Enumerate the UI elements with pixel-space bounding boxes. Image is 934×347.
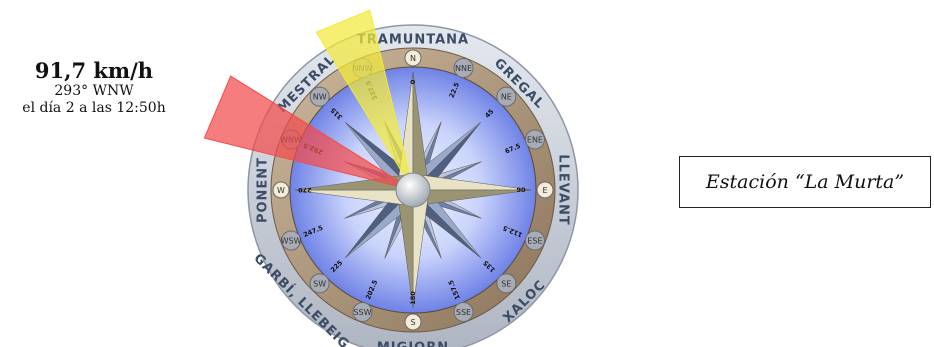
point-badge-text: S <box>410 318 415 327</box>
point-badge-text: SE <box>501 279 511 288</box>
point-badge-circle <box>453 301 474 322</box>
station-name: “La Murta” <box>794 171 905 193</box>
station-label: Estación “La Murta” <box>679 156 931 208</box>
point-badge-text: SW <box>313 279 326 288</box>
point-badge-text: WSW <box>281 237 302 246</box>
station-prefix: Estación <box>705 171 789 193</box>
point-badge-nw: NW <box>309 86 330 107</box>
degree-label-e: 90 <box>516 186 526 194</box>
point-badge-s: S <box>404 313 422 331</box>
wind-sectors <box>203 9 414 191</box>
point-badge-text: SSW <box>353 308 371 317</box>
point-badge-text: NNE <box>455 64 472 73</box>
wind-name-tramuntana: TRAMUNTANA <box>357 33 469 48</box>
point-badge-circle <box>496 86 517 107</box>
point-badge-ne: NE <box>496 86 517 107</box>
wind-name-llevant: LLEVANT <box>556 154 571 225</box>
point-badge-n: N <box>404 49 422 67</box>
point-badge-circle <box>309 86 330 107</box>
point-badge-wsw: WSW <box>281 230 302 251</box>
point-badge-text: SSE <box>456 308 471 317</box>
wind-direction: 293° WNW <box>54 83 134 100</box>
point-badge-circle <box>536 181 554 199</box>
point-badge-sse: SSE <box>453 301 474 322</box>
wind-readout: 91,7 km/h 293° WNW el día 2 a las 12:50h <box>0 58 188 117</box>
degree-label-n: 0 <box>409 79 417 84</box>
point-badge-se: SE <box>496 273 517 294</box>
point-badge-nne: NNE <box>453 58 474 79</box>
point-badge-circle <box>524 230 545 251</box>
point-badges: NNNENEENEEESESESSESSSWSWWSWWWNWNWNNW <box>272 49 554 331</box>
point-badge-circle <box>272 181 290 199</box>
point-badge-circle <box>404 49 422 67</box>
point-badge-text: W <box>277 186 285 195</box>
point-badge-w: W <box>272 181 290 199</box>
compass-hub <box>395 172 431 208</box>
gust-sector <box>315 9 414 191</box>
point-badge-circle <box>496 273 517 294</box>
point-badge-circle <box>453 58 474 79</box>
point-badge-circle <box>281 230 302 251</box>
wind-name-ponent: PONENT <box>256 157 271 223</box>
degree-label-s: 180 <box>409 291 417 305</box>
point-badge-circle <box>352 301 373 322</box>
point-badge-text: N <box>410 54 416 63</box>
point-badge-circle <box>524 129 545 150</box>
point-badge-ese: ESE <box>524 230 545 251</box>
point-badge-text: ESE <box>527 237 542 246</box>
reading-date: el día 2 a las 12:50h <box>22 99 166 116</box>
point-badge-circle <box>404 313 422 331</box>
wind-speed: 91,7 km/h <box>34 58 154 83</box>
point-badge-e: E <box>536 181 554 199</box>
point-badge-sw: SW <box>309 273 330 294</box>
point-badge-ene: ENE <box>524 129 545 150</box>
wind-name-migjorn: MIGJORN <box>377 341 449 347</box>
point-badge-ssw: SSW <box>352 301 373 322</box>
point-badge-text: NE <box>501 93 512 102</box>
point-badge-text: E <box>542 186 547 195</box>
point-badge-text: NW <box>313 93 327 102</box>
point-badge-circle <box>309 273 330 294</box>
reading-sector <box>203 75 414 191</box>
point-badge-text: ENE <box>527 135 543 144</box>
degree-label-w: 270 <box>298 186 312 194</box>
